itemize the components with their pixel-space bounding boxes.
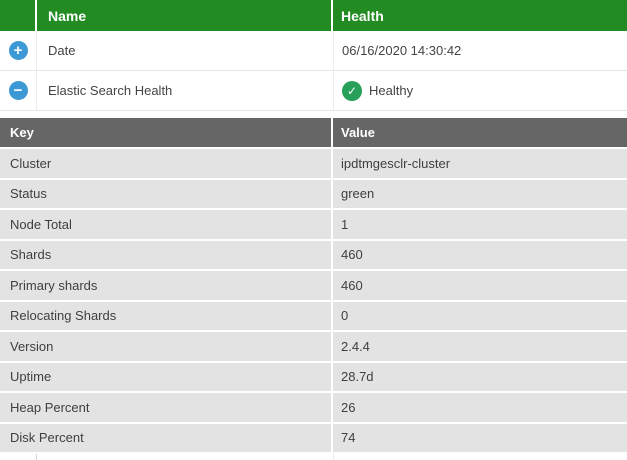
table-row-date: + Date 06/16/2020 14:30:42 bbox=[0, 31, 627, 71]
value-cell: 28.7d bbox=[341, 369, 374, 385]
table-row: Relocating Shards 0 bbox=[0, 301, 627, 330]
table-row: Shards 460 bbox=[0, 240, 627, 269]
detail-table-body: Cluster ipdtmgesclr-cluster Status green… bbox=[0, 149, 627, 452]
value-cell: 1 bbox=[341, 216, 349, 232]
section-gap bbox=[0, 111, 627, 118]
key-cell: Version bbox=[0, 332, 333, 361]
table-row: Status green bbox=[0, 179, 627, 208]
expander-cell: + bbox=[0, 31, 37, 70]
value-cell: 460 bbox=[341, 247, 363, 263]
value-cell: 26 bbox=[341, 399, 356, 415]
value-cell: green bbox=[341, 186, 375, 202]
healthy-check-icon: ✓ bbox=[342, 80, 362, 101]
key-cell: Node Total bbox=[0, 210, 333, 239]
health-status-text: Healthy bbox=[369, 83, 414, 98]
next-row-partial bbox=[0, 454, 627, 460]
value-column-header: Value bbox=[333, 118, 627, 147]
key-cell: Uptime bbox=[0, 362, 333, 391]
key-cell: Heap Percent bbox=[0, 393, 333, 422]
detail-table-header: Key Value bbox=[0, 118, 627, 147]
outer-table-header: Name Health bbox=[0, 0, 627, 31]
row-health-cell: 06/16/2020 14:30:42 bbox=[342, 43, 462, 58]
key-cell: Relocating Shards bbox=[0, 301, 333, 330]
value-cell: 460 bbox=[341, 277, 363, 293]
table-row: Primary shards 460 bbox=[0, 271, 627, 300]
table-row: Node Total 1 bbox=[0, 210, 627, 239]
key-cell: Status bbox=[0, 179, 333, 208]
table-row: Cluster ipdtmgesclr-cluster bbox=[0, 149, 627, 178]
expander-cell: − bbox=[0, 71, 37, 110]
key-cell: Shards bbox=[0, 240, 333, 269]
key-column-label: Key bbox=[10, 125, 34, 140]
table-row: Disk Percent 74 bbox=[0, 423, 627, 452]
key-column-header: Key bbox=[0, 118, 333, 147]
table-row: Version 2.4.4 bbox=[0, 332, 627, 361]
value-cell: ipdtmgesclr-cluster bbox=[341, 155, 451, 171]
key-cell: Primary shards bbox=[0, 271, 333, 300]
name-column-label: Name bbox=[48, 7, 87, 24]
expand-plus-icon[interactable]: + bbox=[8, 41, 28, 60]
row-name-cell: Date bbox=[37, 31, 334, 70]
table-row: Uptime 28.7d bbox=[0, 362, 627, 391]
value-cell: 2.4.4 bbox=[341, 338, 370, 354]
key-cell: Disk Percent bbox=[0, 423, 333, 452]
collapse-minus-icon[interactable]: − bbox=[8, 81, 28, 100]
key-cell: Cluster bbox=[0, 149, 333, 178]
name-column-header: Name bbox=[37, 0, 333, 31]
value-cell: 74 bbox=[341, 430, 356, 446]
row-health-cell: ✓ Healthy bbox=[334, 71, 627, 110]
value-cell: 0 bbox=[341, 308, 349, 324]
expander-column-header bbox=[0, 0, 37, 31]
value-column-label: Value bbox=[341, 125, 375, 140]
health-column-label: Health bbox=[341, 7, 384, 24]
table-row: Heap Percent 26 bbox=[0, 393, 627, 422]
row-name-cell: Elastic Search Health bbox=[37, 71, 334, 110]
expander-cell-partial bbox=[0, 454, 37, 460]
table-row-elastic-search-health: − Elastic Search Health ✓ Healthy bbox=[0, 71, 627, 111]
health-column-header: Health bbox=[333, 0, 627, 31]
